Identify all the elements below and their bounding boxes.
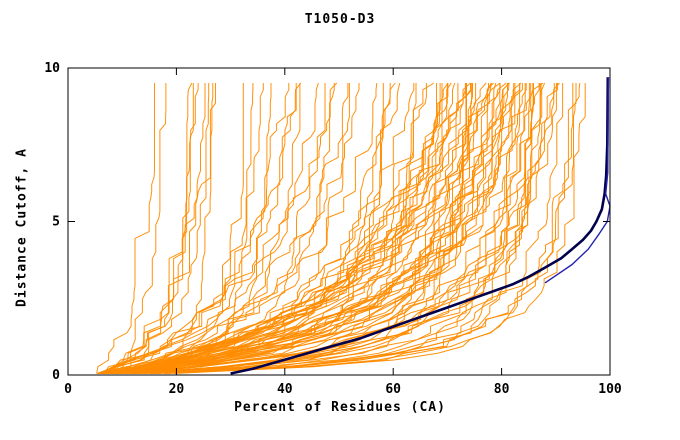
ensemble-curve — [122, 83, 427, 374]
ensemble-curve — [101, 83, 297, 374]
ensemble-curve — [164, 83, 574, 374]
ensemble-curve — [117, 83, 516, 374]
ensemble-curve — [110, 82, 544, 374]
ensemble-curve — [130, 83, 477, 374]
ensemble-curve — [98, 83, 360, 374]
ensemble-curve — [119, 83, 254, 374]
ensemble-curve — [114, 83, 501, 374]
ensemble-curve — [153, 83, 577, 374]
ensemble-curve — [149, 83, 467, 374]
ensemble-curve — [99, 83, 349, 374]
x-tick-label: 100 — [598, 382, 622, 397]
ensemble-curve — [143, 83, 443, 374]
ensemble-curve — [108, 83, 489, 374]
ensemble-curve — [110, 83, 437, 374]
x-tick-label: 60 — [385, 382, 401, 397]
ensemble-curve — [109, 82, 401, 374]
ensemble-curve — [109, 82, 396, 374]
x-tick-label: 0 — [64, 382, 72, 397]
x-axis-label: Percent of Residues (CA) — [234, 400, 446, 415]
highlight-dark-curve — [230, 77, 610, 375]
ensemble-curve — [106, 83, 350, 374]
ensemble-curve — [113, 83, 206, 374]
ensemble-curve — [130, 83, 555, 374]
ensemble-curve — [124, 83, 214, 374]
ensemble-curve — [135, 83, 541, 374]
ensemble-curve — [122, 83, 441, 374]
ensemble-curve — [126, 83, 557, 374]
ensemble-curve — [115, 83, 167, 374]
ensemble-curve — [96, 83, 155, 374]
ensemble-curve — [100, 82, 338, 374]
ensemble-curve — [115, 83, 558, 374]
y-tick-label: 0 — [52, 368, 60, 383]
ensemble-curve — [134, 83, 540, 374]
ensemble-curve — [115, 83, 459, 374]
ensemble-curve — [113, 83, 210, 374]
y-tick-label: 10 — [44, 61, 60, 76]
y-tick-label: 5 — [52, 215, 60, 230]
ensemble-curve — [164, 83, 586, 374]
x-tick-label: 80 — [494, 382, 510, 397]
ensemble-curve — [109, 83, 326, 374]
ensemble-curve — [150, 83, 564, 374]
ensemble-curve — [108, 83, 244, 374]
ensemble-curve — [122, 83, 521, 374]
ensemble-curve — [130, 83, 417, 374]
x-tick-label: 40 — [277, 382, 293, 397]
ensemble-curve — [103, 82, 302, 374]
ensemble-curve — [111, 83, 534, 374]
ensemble-curve — [138, 82, 581, 374]
ensemble-curve — [126, 82, 560, 374]
ensemble-curve — [110, 83, 301, 374]
ensemble-curve — [143, 83, 526, 374]
ensemble-curve — [96, 83, 264, 374]
highlight-blue-curve — [544, 77, 611, 284]
x-tick-label: 20 — [169, 382, 185, 397]
ensemble-curve — [125, 82, 510, 374]
ensemble-curve — [106, 82, 456, 374]
chart-title: T1050-D3 — [304, 12, 376, 27]
ensemble-curve — [107, 83, 216, 374]
ensemble-curve — [117, 83, 466, 374]
ensemble-curve — [119, 83, 415, 374]
ensemble-curve — [105, 83, 194, 374]
